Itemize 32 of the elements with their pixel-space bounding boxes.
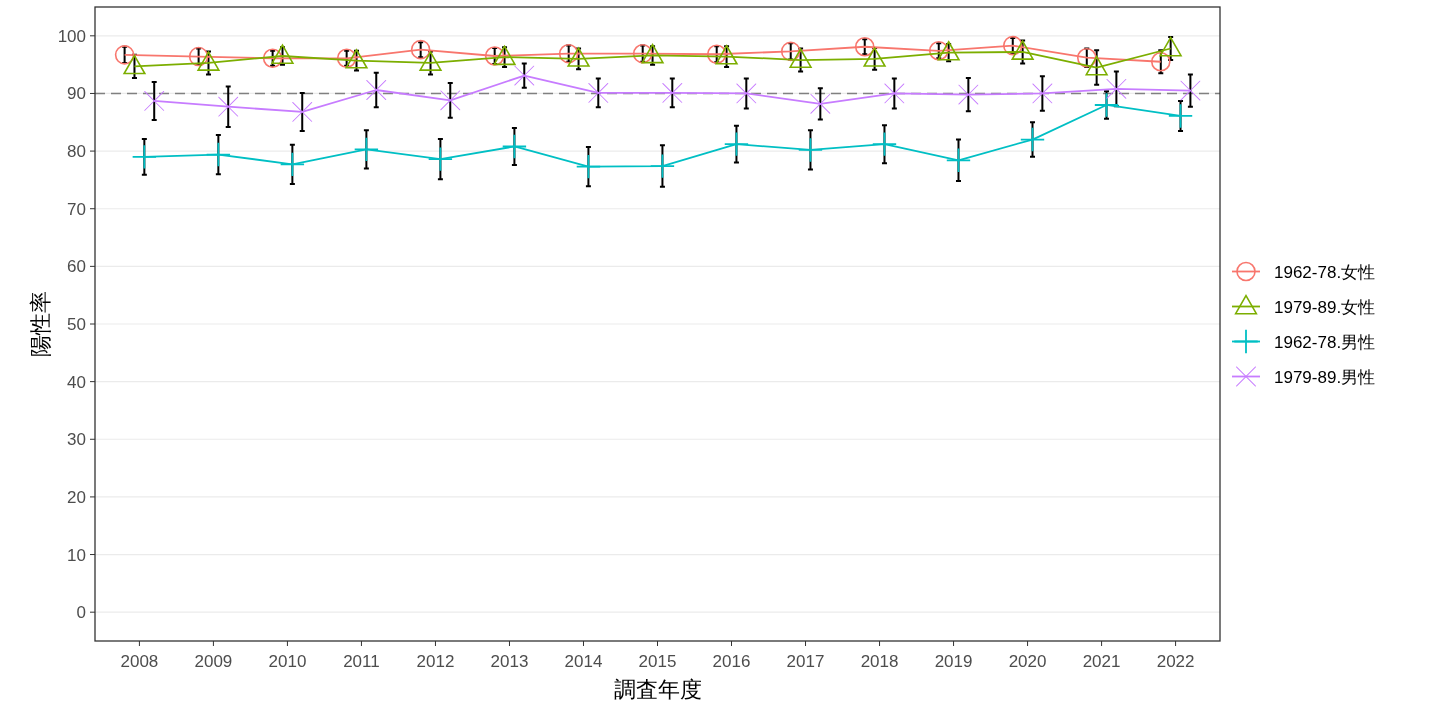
x-tick-label: 2019 [934,652,973,671]
y-tick-label: 40 [67,372,86,392]
x-tick-label: 2021 [1082,652,1121,671]
x-tick-label: 2008 [120,652,159,671]
legend-label: 1962-78.男性 [1274,332,1376,352]
x-tick-label: 2017 [786,652,825,671]
x-tick-label: 2016 [712,652,751,671]
y-tick-label: 70 [67,199,86,219]
y-tick-label: 80 [67,142,86,162]
legend-label: 1979-89.女性 [1274,297,1376,317]
y-tick-label: 60 [67,257,86,277]
y-tick-label: 100 [57,26,86,46]
y-tick-label: 90 [67,84,86,104]
y-axis-title: 陽性率 [28,291,53,357]
y-tick-label: 50 [67,315,86,334]
y-tick-label: 30 [67,430,86,450]
legend-label: 1979-89.男性 [1274,367,1376,387]
x-tick-label: 2014 [564,652,603,671]
x-tick-label: 2013 [490,652,529,671]
x-tick-label: 2011 [343,652,380,671]
x-tick-label: 2015 [638,652,677,671]
x-tick-label: 2012 [416,652,455,671]
y-tick-label: 0 [76,603,86,623]
x-tick-label: 2020 [1008,652,1047,671]
y-tick-label: 10 [67,545,86,565]
legend-label: 1962-78.女性 [1274,262,1376,282]
x-tick-label: 2010 [268,652,307,671]
x-tick-label: 2009 [194,652,233,671]
y-tick-label: 20 [67,487,86,507]
x-tick-label: 2022 [1156,652,1195,671]
x-tick-label: 2018 [860,652,899,671]
x-axis-title: 調査年度 [613,677,702,702]
